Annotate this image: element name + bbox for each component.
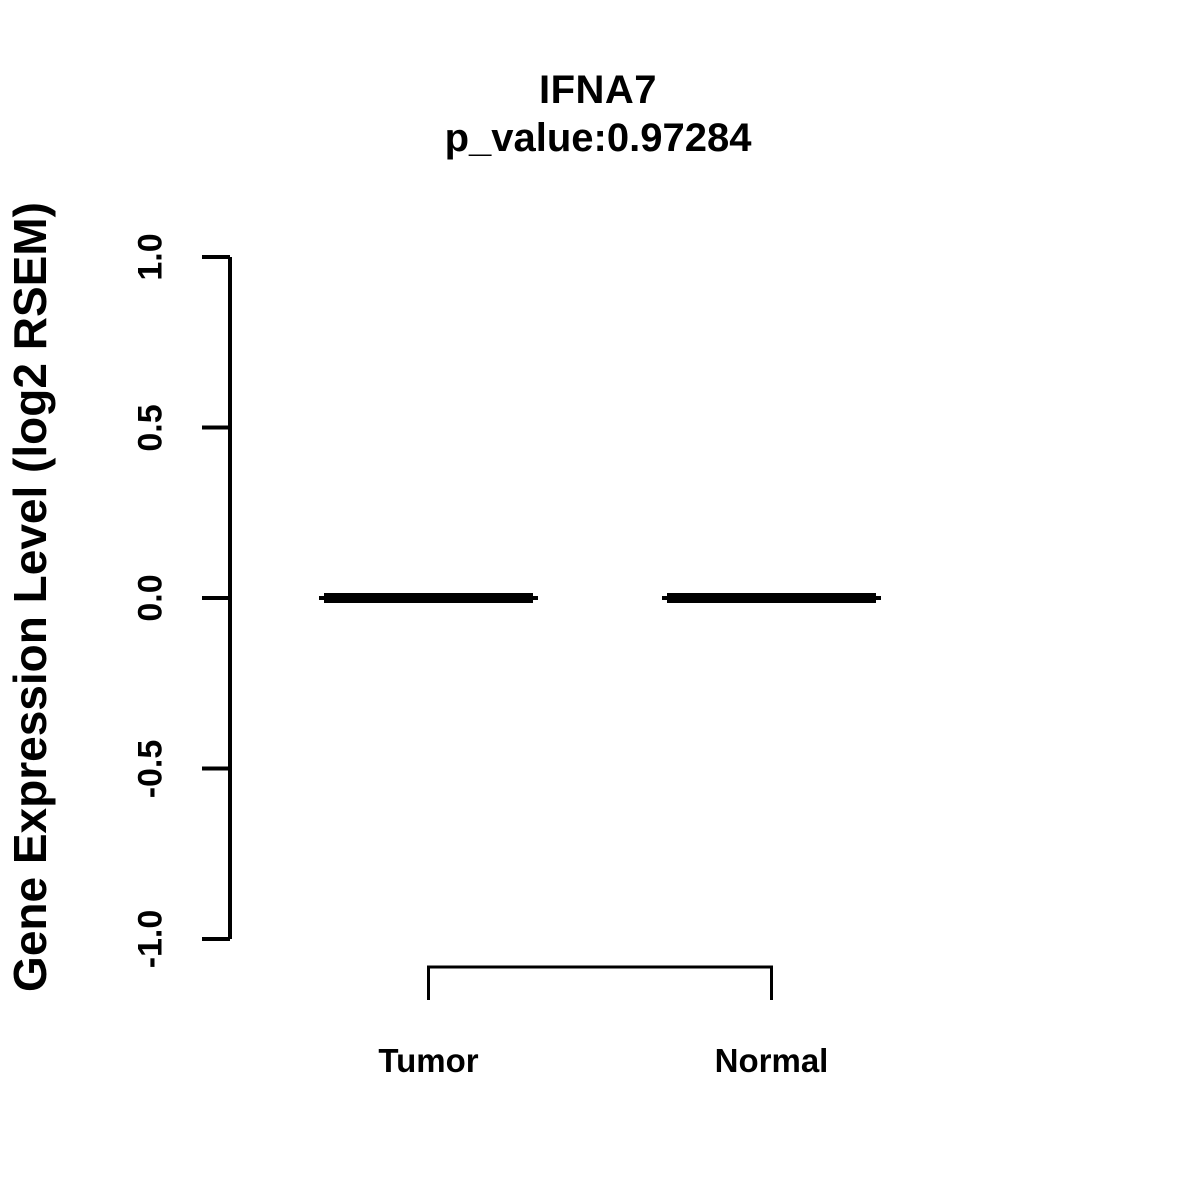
y-tick-label-0.0: 0.0	[131, 574, 170, 622]
chart-title: IFNA7	[538, 68, 658, 112]
y-axis	[202, 255, 232, 941]
category-label-tumor: Tumor	[378, 1042, 479, 1079]
y-tick-label--1.0: -1.0	[131, 909, 170, 969]
chart-subtitle: p_value:0.97284	[444, 116, 752, 160]
boxplot-medians	[319, 593, 881, 603]
category-label-normal: Normal	[714, 1042, 829, 1079]
y-tick-label-0.5: 0.5	[131, 403, 170, 452]
y-tick-label-1.0: 1.0	[131, 233, 170, 281]
bracket-path	[427, 965, 773, 1000]
median-bar-normal	[667, 593, 876, 603]
median-bar-tumor	[324, 593, 533, 603]
y-tick-label--0.5: -0.5	[131, 739, 170, 798]
comparison-bracket	[427, 965, 773, 1000]
